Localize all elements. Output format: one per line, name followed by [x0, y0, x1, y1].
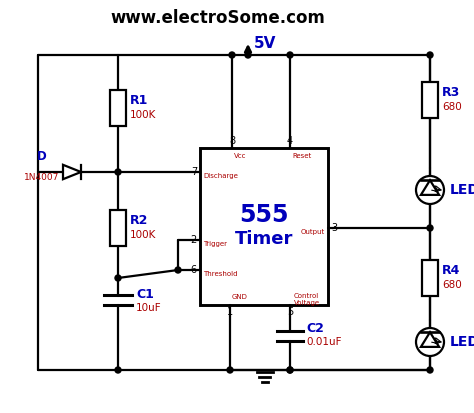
Text: 6: 6 — [191, 265, 197, 275]
Text: 100K: 100K — [130, 110, 156, 120]
Text: LED: LED — [450, 335, 474, 349]
Circle shape — [427, 52, 433, 58]
Text: 1N4007: 1N4007 — [24, 173, 60, 181]
Text: Vcc: Vcc — [234, 153, 246, 159]
Bar — [422, 82, 438, 118]
Bar — [110, 210, 126, 246]
Bar — [422, 260, 438, 296]
Circle shape — [175, 267, 181, 273]
Text: www.electroSome.com: www.electroSome.com — [110, 9, 326, 27]
Bar — [110, 90, 126, 126]
Circle shape — [427, 367, 433, 373]
Circle shape — [287, 367, 293, 373]
Polygon shape — [421, 180, 439, 195]
Circle shape — [416, 176, 444, 204]
Text: Threshold: Threshold — [203, 271, 237, 277]
Text: 0.01uF: 0.01uF — [306, 337, 341, 347]
Text: C2: C2 — [306, 321, 324, 335]
Circle shape — [115, 169, 121, 175]
Polygon shape — [63, 165, 81, 179]
Text: 555: 555 — [239, 202, 289, 226]
Text: 680: 680 — [442, 280, 462, 290]
Text: 7: 7 — [191, 167, 197, 177]
Text: 680: 680 — [442, 102, 462, 112]
Circle shape — [115, 275, 121, 281]
Circle shape — [115, 367, 121, 373]
Text: 10uF: 10uF — [136, 303, 162, 313]
Text: 100K: 100K — [130, 230, 156, 240]
Text: 3: 3 — [331, 223, 337, 233]
Text: R1: R1 — [130, 95, 148, 107]
Text: 1: 1 — [227, 307, 233, 317]
Text: Discharge: Discharge — [203, 173, 238, 179]
Bar — [200, 148, 328, 305]
Circle shape — [427, 225, 433, 231]
Circle shape — [229, 52, 235, 58]
Text: Timer: Timer — [235, 230, 293, 247]
Circle shape — [245, 52, 251, 58]
Text: R2: R2 — [130, 214, 148, 228]
Circle shape — [416, 328, 444, 356]
Text: D: D — [37, 150, 47, 162]
Text: LED: LED — [450, 183, 474, 197]
Text: Reset: Reset — [292, 153, 311, 159]
Text: R4: R4 — [442, 264, 460, 278]
Text: Trigger: Trigger — [203, 241, 227, 247]
Text: 4: 4 — [287, 136, 293, 146]
Circle shape — [227, 367, 233, 373]
Text: GND: GND — [232, 294, 248, 300]
Text: 8: 8 — [229, 136, 235, 146]
Text: 5V: 5V — [254, 36, 276, 50]
Polygon shape — [421, 332, 439, 347]
Text: C1: C1 — [136, 287, 154, 301]
Text: 5: 5 — [287, 307, 293, 317]
Text: Output: Output — [301, 229, 325, 235]
Text: Control
Voltage: Control Voltage — [294, 292, 320, 306]
Text: R3: R3 — [442, 86, 460, 100]
Circle shape — [287, 52, 293, 58]
Text: 2: 2 — [191, 235, 197, 245]
Circle shape — [287, 367, 293, 373]
